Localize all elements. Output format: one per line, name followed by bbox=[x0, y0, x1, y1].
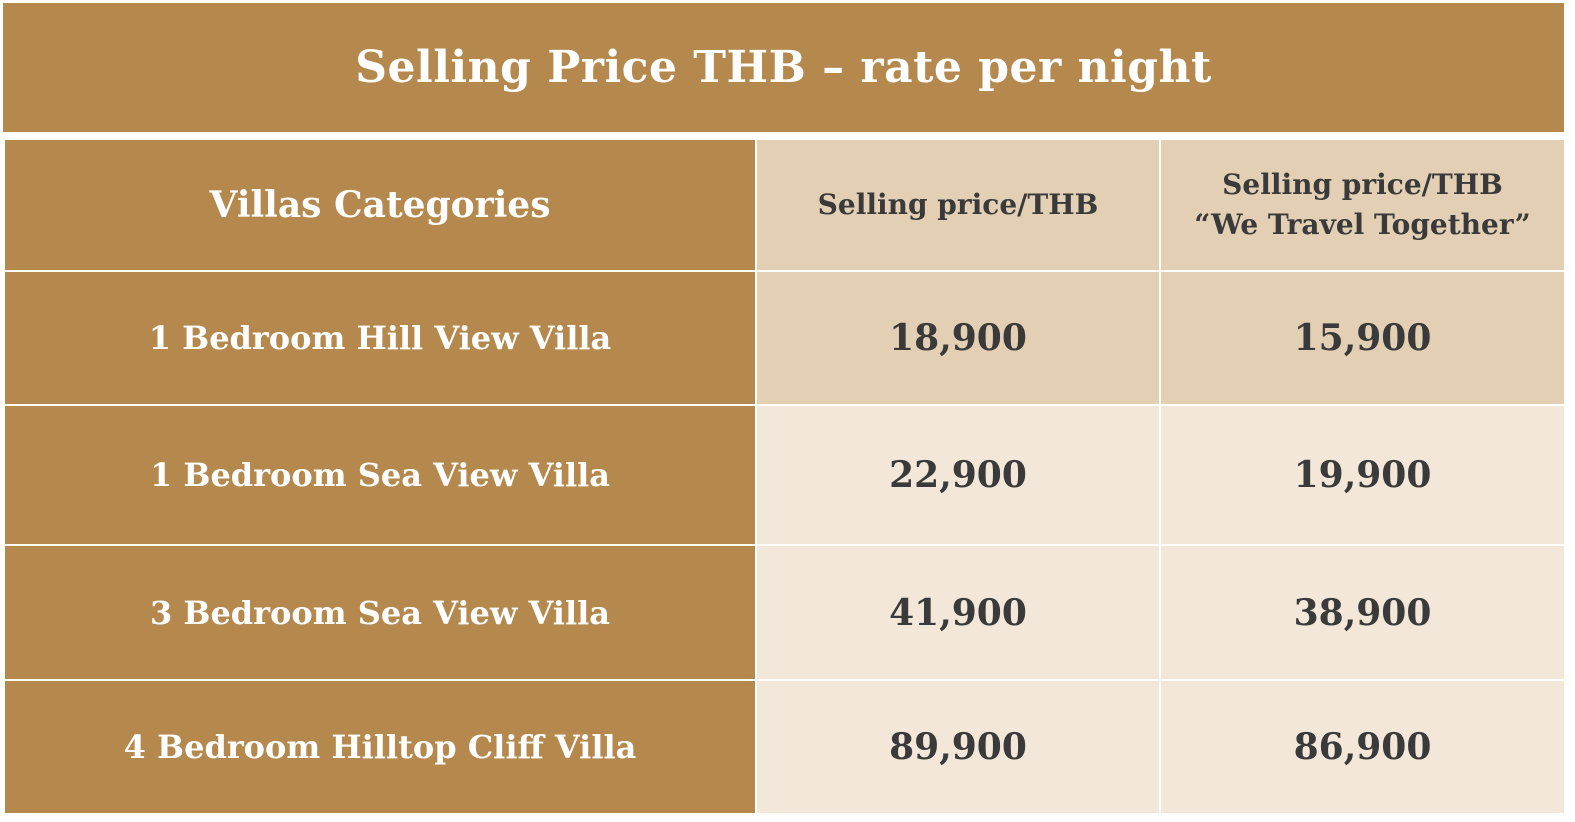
wtt-price-cell: 86,900 bbox=[1159, 679, 1566, 815]
selling-price-cell: 89,900 bbox=[755, 679, 1161, 815]
wtt-price-cell: 19,900 bbox=[1159, 404, 1566, 546]
header-wtt-line2: “We Travel Together” bbox=[1194, 208, 1531, 241]
villa-category-cell: 4 Bedroom Hilltop Cliff Villa bbox=[3, 679, 757, 815]
wtt-price-cell: 38,900 bbox=[1159, 544, 1566, 681]
price-sheet: Selling Price THB – rate per night Villa… bbox=[3, 3, 1566, 815]
villa-category-cell: 3 Bedroom Sea View Villa bbox=[3, 544, 757, 681]
villa-category-cell: 1 Bedroom Hill View Villa bbox=[3, 270, 757, 406]
header-wtt-line1: Selling price/THB bbox=[1222, 168, 1503, 201]
price-table: Villas Categories Selling price/THB Sell… bbox=[3, 138, 1566, 815]
table-header-row: Villas Categories Selling price/THB Sell… bbox=[3, 138, 1566, 272]
wtt-price-cell: 15,900 bbox=[1159, 270, 1566, 406]
header-villas-categories: Villas Categories bbox=[3, 138, 757, 272]
selling-price-cell: 41,900 bbox=[755, 544, 1161, 681]
page-title: Selling Price THB – rate per night bbox=[3, 3, 1564, 132]
header-we-travel-together-price: Selling price/THB “We Travel Together” bbox=[1159, 138, 1566, 272]
villa-category-cell: 1 Bedroom Sea View Villa bbox=[3, 404, 757, 546]
table-row: 3 Bedroom Sea View Villa 41,900 38,900 bbox=[3, 544, 1566, 681]
selling-price-cell: 18,900 bbox=[755, 270, 1161, 406]
header-selling-price: Selling price/THB bbox=[755, 138, 1161, 272]
table-row: 1 Bedroom Sea View Villa 22,900 19,900 bbox=[3, 404, 1566, 546]
table-row: 1 Bedroom Hill View Villa 18,900 15,900 bbox=[3, 270, 1566, 406]
table-row: 4 Bedroom Hilltop Cliff Villa 89,900 86,… bbox=[3, 679, 1566, 815]
selling-price-cell: 22,900 bbox=[755, 404, 1161, 546]
